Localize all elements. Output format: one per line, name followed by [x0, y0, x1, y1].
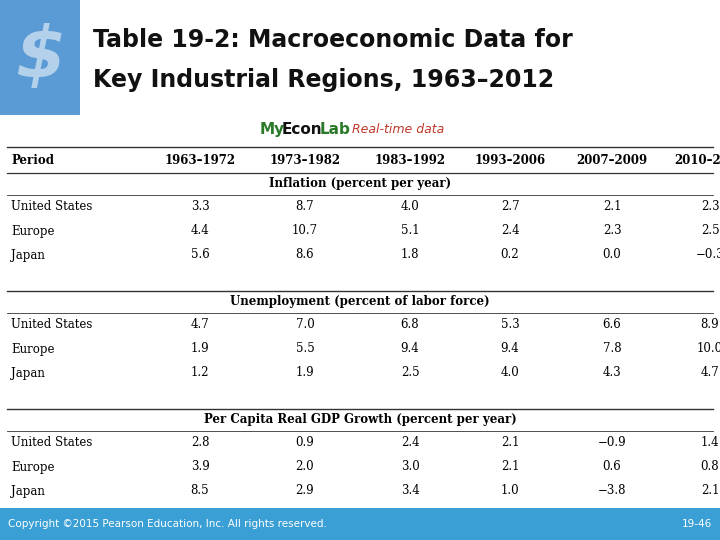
- Text: 10.7: 10.7: [292, 225, 318, 238]
- Text: 7.0: 7.0: [296, 319, 315, 332]
- Text: 2007–2009: 2007–2009: [577, 153, 647, 166]
- Text: 3.4: 3.4: [400, 484, 419, 497]
- Text: Japan: Japan: [11, 484, 45, 497]
- Text: Europe: Europe: [11, 461, 55, 474]
- Text: 1.2: 1.2: [191, 367, 210, 380]
- Text: 5.3: 5.3: [500, 319, 519, 332]
- Text: 1.9: 1.9: [296, 367, 315, 380]
- Text: Europe: Europe: [11, 342, 55, 355]
- Text: 6.6: 6.6: [603, 319, 621, 332]
- Text: 0.0: 0.0: [603, 248, 621, 261]
- Text: My: My: [260, 122, 285, 137]
- Text: 1983–1992: 1983–1992: [374, 153, 446, 166]
- Text: Key Industrial Regions, 1963–2012: Key Industrial Regions, 1963–2012: [93, 68, 554, 92]
- Text: 2.1: 2.1: [603, 200, 621, 213]
- Text: 2.1: 2.1: [701, 484, 719, 497]
- Text: −3.8: −3.8: [598, 484, 626, 497]
- Text: 2.4: 2.4: [401, 436, 419, 449]
- Text: 8.6: 8.6: [296, 248, 315, 261]
- Text: 4.7: 4.7: [191, 319, 210, 332]
- Text: 2.7: 2.7: [500, 200, 519, 213]
- Text: 6.8: 6.8: [401, 319, 419, 332]
- Text: 5.5: 5.5: [296, 342, 315, 355]
- Text: 19-46: 19-46: [682, 519, 712, 529]
- Text: 1973–1982: 1973–1982: [269, 153, 341, 166]
- Text: 2.5: 2.5: [701, 225, 719, 238]
- Text: 0.9: 0.9: [296, 436, 315, 449]
- Text: 0.8: 0.8: [701, 461, 719, 474]
- Text: 8.9: 8.9: [701, 319, 719, 332]
- Text: Europe: Europe: [11, 225, 55, 238]
- Text: 0.6: 0.6: [603, 461, 621, 474]
- Text: 1.0: 1.0: [500, 484, 519, 497]
- Text: 10.0: 10.0: [697, 342, 720, 355]
- Text: 1963–1972: 1963–1972: [164, 153, 235, 166]
- Text: 4.0: 4.0: [400, 200, 419, 213]
- Text: 1.4: 1.4: [701, 436, 719, 449]
- Text: 2010–2012: 2010–2012: [675, 153, 720, 166]
- Text: Japan: Japan: [11, 367, 45, 380]
- Text: 7.8: 7.8: [603, 342, 621, 355]
- Text: Real-time data: Real-time data: [348, 123, 444, 136]
- Text: United States: United States: [11, 436, 92, 449]
- Text: 2.0: 2.0: [296, 461, 315, 474]
- Text: 2.4: 2.4: [500, 225, 519, 238]
- Text: 4.3: 4.3: [603, 367, 621, 380]
- Text: 5.1: 5.1: [401, 225, 419, 238]
- Text: 9.4: 9.4: [500, 342, 519, 355]
- Text: 2.3: 2.3: [701, 200, 719, 213]
- Text: Table 19-2: Macroeconomic Data for: Table 19-2: Macroeconomic Data for: [93, 28, 572, 52]
- Text: −0.3: −0.3: [696, 248, 720, 261]
- Text: 1.9: 1.9: [191, 342, 210, 355]
- Text: $: $: [15, 24, 65, 92]
- Text: −0.9: −0.9: [598, 436, 626, 449]
- Text: 8.7: 8.7: [296, 200, 315, 213]
- Text: 5.6: 5.6: [191, 248, 210, 261]
- Text: 4.4: 4.4: [191, 225, 210, 238]
- Text: Period: Period: [11, 153, 54, 166]
- Text: 2.3: 2.3: [603, 225, 621, 238]
- Text: 3.0: 3.0: [400, 461, 419, 474]
- Text: 0.2: 0.2: [500, 248, 519, 261]
- Text: 4.0: 4.0: [500, 367, 519, 380]
- Text: Source: International Monetary Fund and Eurostat.: Source: International Monetary Fund and …: [11, 526, 283, 536]
- Text: 3.3: 3.3: [191, 200, 210, 213]
- Text: Per Capita Real GDP Growth (percent per year): Per Capita Real GDP Growth (percent per …: [204, 414, 516, 427]
- Text: 1993–2006: 1993–2006: [474, 153, 546, 166]
- Text: 3.9: 3.9: [191, 461, 210, 474]
- Text: 4.7: 4.7: [701, 367, 719, 380]
- Text: 8.5: 8.5: [191, 484, 210, 497]
- Text: Econ: Econ: [282, 122, 323, 137]
- Text: 2.1: 2.1: [500, 436, 519, 449]
- Text: Lab: Lab: [320, 122, 351, 137]
- Text: United States: United States: [11, 319, 92, 332]
- Text: 9.4: 9.4: [400, 342, 419, 355]
- Text: 2.9: 2.9: [296, 484, 315, 497]
- Text: Inflation (percent per year): Inflation (percent per year): [269, 178, 451, 191]
- Text: United States: United States: [11, 200, 92, 213]
- Text: Unemployment (percent of labor force): Unemployment (percent of labor force): [230, 295, 490, 308]
- Bar: [0, 0, 80, 115]
- Text: 2.1: 2.1: [500, 461, 519, 474]
- Text: Copyright ©2015 Pearson Education, Inc. All rights reserved.: Copyright ©2015 Pearson Education, Inc. …: [8, 519, 327, 529]
- Text: 2.5: 2.5: [401, 367, 419, 380]
- Text: 1.8: 1.8: [401, 248, 419, 261]
- Text: 2.8: 2.8: [191, 436, 210, 449]
- Text: Japan: Japan: [11, 248, 45, 261]
